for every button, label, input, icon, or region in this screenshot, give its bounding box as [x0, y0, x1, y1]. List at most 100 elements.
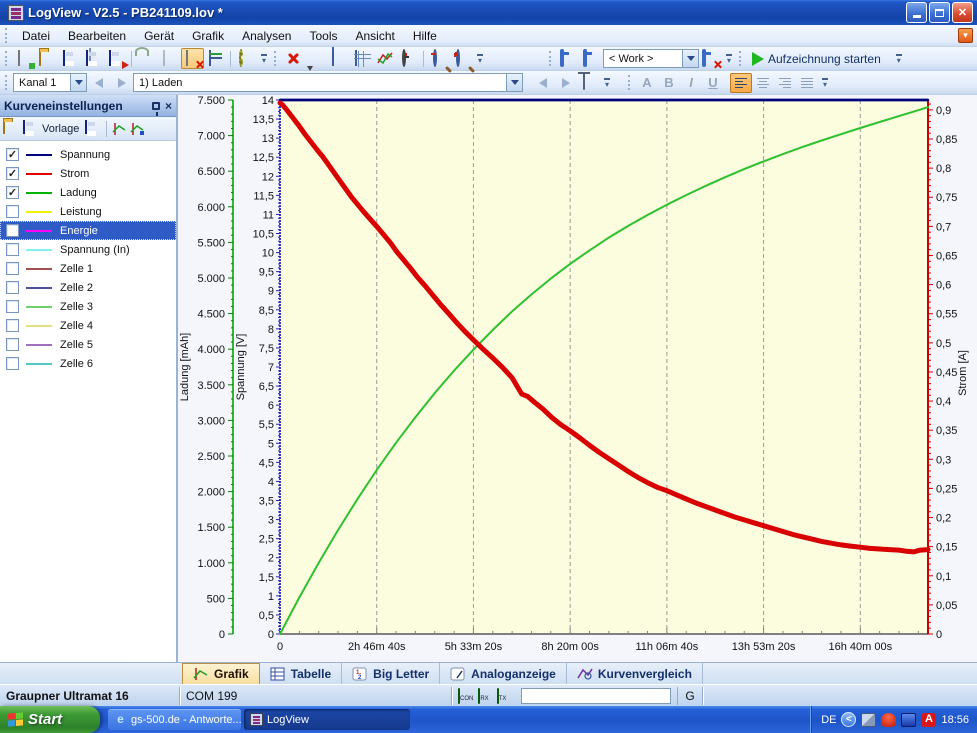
- toolbar-grip[interactable]: [5, 28, 10, 43]
- curve-checkbox[interactable]: ✓: [6, 148, 19, 161]
- toolbar-overflow[interactable]: ▾: [604, 77, 610, 89]
- curve-checkbox[interactable]: [6, 338, 19, 351]
- open-file-button[interactable]: [36, 48, 59, 69]
- menu-item-analysen[interactable]: Analysen: [242, 28, 292, 43]
- save-button[interactable]: [59, 48, 82, 69]
- prev-channel-button[interactable]: [87, 72, 110, 93]
- curve-row-spannung[interactable]: ✓ Spannung: [0, 145, 176, 164]
- toolbar-overflow[interactable]: ▾: [726, 53, 732, 65]
- curve-checkbox[interactable]: [6, 243, 19, 256]
- curve-delete-button[interactable]: [282, 48, 305, 69]
- work-combo-arrow[interactable]: [682, 50, 698, 67]
- chart-area[interactable]: 0 2h 46m 40s 5h 33m 20s 8h 20m 00s 11h 06m 4…: [178, 95, 977, 662]
- minimize-button[interactable]: [906, 2, 927, 23]
- status-input[interactable]: [521, 687, 671, 704]
- settings-wrench-button[interactable]: [135, 48, 158, 69]
- menu-item-tools[interactable]: Tools: [309, 28, 338, 43]
- toolbar-grip[interactable]: [549, 51, 554, 66]
- font-color-button[interactable]: A: [642, 75, 652, 90]
- align-justify-button[interactable]: [796, 73, 818, 93]
- menu-item-hilfe[interactable]: Hilfe: [412, 28, 437, 43]
- app-tray-icon[interactable]: [901, 712, 917, 727]
- curve-row-spannungin[interactable]: Spannung (In): [0, 240, 176, 259]
- record-button[interactable]: Aufzeichnung starten: [747, 48, 892, 69]
- channel-combo[interactable]: Kanal 1: [13, 73, 87, 92]
- pin-icon[interactable]: [151, 101, 160, 116]
- tray-collapse-icon[interactable]: <: [841, 712, 857, 727]
- curve-checkbox[interactable]: [6, 224, 19, 237]
- dataset-combo[interactable]: 1) Laden: [133, 73, 523, 92]
- toolbar-grip[interactable]: [274, 51, 279, 66]
- italic-button[interactable]: I: [689, 75, 693, 90]
- curve-checkbox[interactable]: [6, 319, 19, 332]
- menu-item-grafik[interactable]: Grafik: [192, 28, 225, 43]
- curve-row-zelle2[interactable]: Zelle 2: [0, 278, 176, 297]
- language-indicator[interactable]: DE: [821, 713, 837, 726]
- device-settings-button[interactable]: [234, 48, 257, 69]
- next-channel-button[interactable]: [110, 72, 133, 93]
- open-template-icon[interactable]: [3, 119, 5, 134]
- work-combo[interactable]: < Work >: [603, 49, 699, 68]
- next-dataset-button[interactable]: [554, 72, 577, 93]
- toolbar-overflow[interactable]: ▾: [477, 53, 483, 65]
- taskbar-task-logview[interactable]: LogView: [244, 709, 410, 730]
- tab-grafik[interactable]: Grafik: [182, 663, 260, 684]
- antivirus-tray-icon[interactable]: A: [921, 712, 937, 727]
- link-add-button[interactable]: [580, 48, 603, 69]
- zoom-in-button[interactable]: [450, 48, 473, 69]
- table-view-button[interactable]: [351, 48, 374, 69]
- tab-kurvenvergleich[interactable]: Kurvenvergleich: [567, 663, 703, 684]
- menu-item-ansicht[interactable]: Ansicht: [355, 28, 395, 43]
- display-tray-icon[interactable]: [861, 712, 877, 727]
- align-right-button[interactable]: [774, 73, 796, 93]
- curve-row-ladung[interactable]: ✓ Ladung: [0, 183, 176, 202]
- curve-checkbox[interactable]: [6, 262, 19, 275]
- curves-view-button[interactable]: [374, 48, 397, 69]
- curve-edit-button[interactable]: [305, 48, 328, 69]
- align-left-button[interactable]: [730, 72, 752, 93]
- link-delete-button[interactable]: [699, 48, 722, 69]
- underline-button[interactable]: U: [708, 75, 718, 90]
- tab-bigletter[interactable]: 1. 2 Big Letter: [342, 663, 441, 684]
- menu-item-datei[interactable]: Datei: [22, 28, 51, 43]
- menu-item-gert[interactable]: Gerät: [144, 28, 175, 43]
- timer-button[interactable]: [397, 48, 420, 69]
- export-button[interactable]: [105, 48, 129, 69]
- curve-checkbox[interactable]: [6, 357, 19, 370]
- antivirus-umbrella-icon[interactable]: [881, 712, 897, 727]
- tab-analoganzeige[interactable]: Analoganzeige: [440, 663, 567, 684]
- taskbar-task-gs500deantwo[interactable]: e gs-500.de - Antworte...: [108, 709, 241, 730]
- curve-checkbox[interactable]: [6, 205, 19, 218]
- axis-curves-add-icon[interactable]: [130, 122, 146, 136]
- link-load-button[interactable]: [557, 48, 580, 69]
- curve-row-leistung[interactable]: Leistung: [0, 202, 176, 221]
- toolbar-grip[interactable]: [739, 51, 744, 66]
- chart-plot[interactable]: 0 2h 46m 40s 5h 33m 20s 8h 20m 00s 11h 06m 4…: [178, 95, 975, 662]
- toolbar-overflow[interactable]: ▾: [822, 77, 828, 89]
- curve-row-zelle4[interactable]: Zelle 4: [0, 316, 176, 335]
- save-template-as-icon[interactable]: [85, 119, 88, 134]
- axis-curves-icon[interactable]: [112, 122, 128, 136]
- menu-item-bearbeiten[interactable]: Bearbeiten: [68, 28, 127, 43]
- curve-row-zelle6[interactable]: Zelle 6: [0, 354, 176, 373]
- curve-checkbox[interactable]: [6, 300, 19, 313]
- start-button[interactable]: Start: [0, 706, 100, 733]
- close-button[interactable]: ✕: [952, 2, 973, 23]
- dataset-combo-arrow[interactable]: [506, 74, 522, 91]
- toolbar-grip[interactable]: [628, 75, 633, 90]
- new-file-button[interactable]: [13, 48, 36, 69]
- curve-row-energie[interactable]: Energie: [0, 221, 176, 240]
- device-button[interactable]: [204, 48, 227, 69]
- curve-row-strom[interactable]: ✓ Strom: [0, 164, 176, 183]
- tab-tabelle[interactable]: Tabelle: [260, 663, 343, 684]
- save-all-button[interactable]: [82, 48, 105, 69]
- close-file-button[interactable]: [181, 48, 204, 69]
- toolbar-overflow[interactable]: ▾: [895, 53, 902, 65]
- document-button[interactable]: [158, 48, 181, 69]
- toolbar-grip[interactable]: [5, 51, 10, 66]
- toolbar-overflow[interactable]: ▾: [261, 53, 267, 65]
- bold-button[interactable]: B: [664, 75, 674, 90]
- curve-checkbox[interactable]: ✓: [6, 186, 19, 199]
- window-button[interactable]: [328, 46, 351, 69]
- prev-dataset-button[interactable]: [531, 72, 554, 93]
